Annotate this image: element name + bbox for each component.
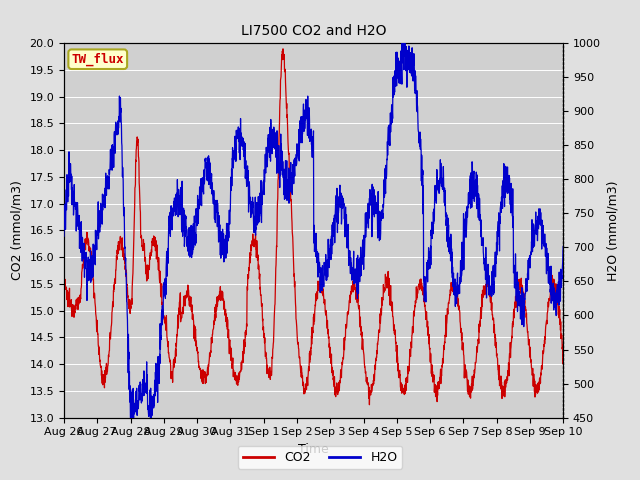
Legend: CO2, H2O: CO2, H2O <box>237 446 403 469</box>
Y-axis label: CO2 (mmol/m3): CO2 (mmol/m3) <box>11 180 24 280</box>
Title: LI7500 CO2 and H2O: LI7500 CO2 and H2O <box>241 24 387 38</box>
Text: TW_flux: TW_flux <box>72 53 124 66</box>
X-axis label: Time: Time <box>298 443 329 456</box>
Y-axis label: H2O (mmol/m3): H2O (mmol/m3) <box>607 180 620 281</box>
